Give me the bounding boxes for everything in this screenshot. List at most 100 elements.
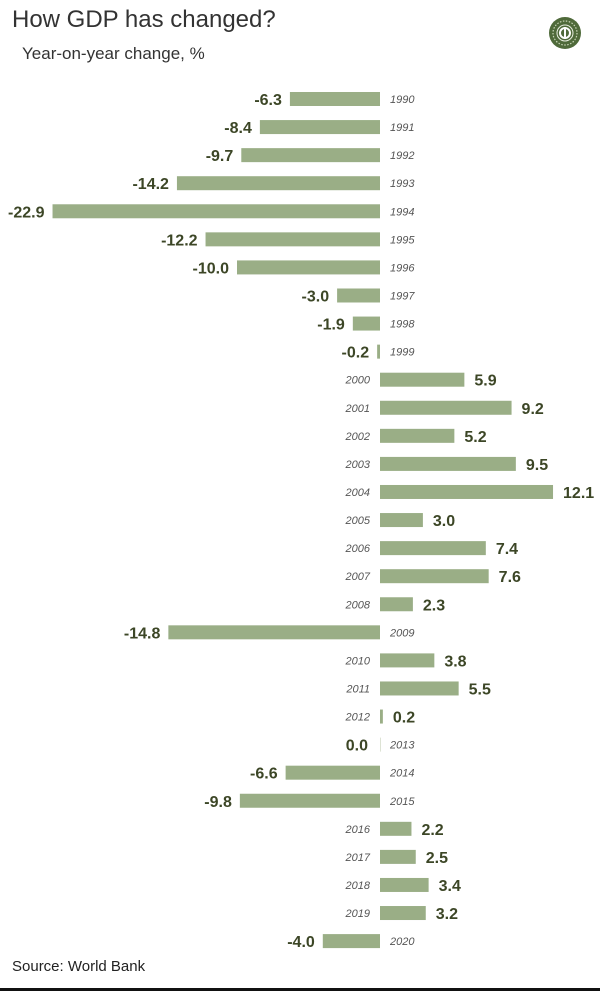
bar-2013 <box>380 737 381 752</box>
year-label: 2002 <box>345 431 370 443</box>
value-label: 0.0 <box>346 738 368 755</box>
year-label: 2001 <box>345 403 370 415</box>
value-label: 3.0 <box>433 513 455 530</box>
bar-1996 <box>237 260 380 275</box>
year-label: 1995 <box>390 234 415 246</box>
year-label: 2018 <box>345 880 371 892</box>
bar-2003 <box>380 456 516 471</box>
value-label: 7.6 <box>499 569 521 586</box>
value-label: -12.2 <box>161 232 198 249</box>
value-label: 3.2 <box>436 906 458 923</box>
bottom-border <box>0 988 600 991</box>
bar-2002 <box>380 428 455 443</box>
bar-2011 <box>380 681 459 696</box>
value-label: 2.5 <box>426 850 448 867</box>
bar-2015 <box>239 793 380 808</box>
bar-2007 <box>380 569 489 584</box>
year-label: 2015 <box>389 796 415 808</box>
year-label: 2013 <box>389 740 415 752</box>
year-label: 2019 <box>345 908 370 920</box>
year-label: 2012 <box>345 712 370 724</box>
bar-2008 <box>380 597 413 612</box>
bar-1998 <box>352 316 380 331</box>
bar-1997 <box>337 288 380 303</box>
bar-1991 <box>259 120 380 135</box>
year-label: 2011 <box>345 683 370 695</box>
bar-2017 <box>380 849 416 864</box>
value-label: -14.2 <box>132 176 169 193</box>
value-label: -6.6 <box>250 766 278 783</box>
value-label: 2.2 <box>421 822 443 839</box>
year-label: 2014 <box>389 768 414 780</box>
bar-1995 <box>205 232 380 247</box>
year-label: 1997 <box>390 290 415 302</box>
year-label: 1992 <box>390 150 414 162</box>
year-label: 2010 <box>345 655 371 667</box>
year-label: 1993 <box>390 178 415 190</box>
value-label: 5.9 <box>474 373 496 390</box>
value-label: -9.8 <box>204 794 232 811</box>
value-label: 5.2 <box>464 429 486 446</box>
year-label: 2016 <box>345 824 371 836</box>
bar-2014 <box>285 765 380 780</box>
source-note: Source: World Bank <box>12 958 146 975</box>
value-label: 5.5 <box>469 681 491 698</box>
value-label: 3.8 <box>444 653 466 670</box>
bar-2006 <box>380 541 486 556</box>
year-label: 1990 <box>390 94 415 106</box>
year-label: 2020 <box>389 936 415 948</box>
bar-2020 <box>322 934 380 949</box>
year-label: 1999 <box>390 347 414 359</box>
bar-1993 <box>176 176 380 191</box>
value-label: -22.9 <box>8 204 45 221</box>
year-label: 1994 <box>390 206 414 218</box>
value-label: -0.2 <box>342 345 370 362</box>
year-label: 2007 <box>345 571 371 583</box>
value-label: -10.0 <box>193 260 230 277</box>
value-label: -6.3 <box>254 92 282 109</box>
bar-2010 <box>380 653 435 668</box>
bar-2000 <box>380 372 465 387</box>
year-label: 2005 <box>345 515 371 527</box>
value-label: -1.9 <box>317 317 345 334</box>
value-label: 9.5 <box>526 457 548 474</box>
year-label: 1991 <box>390 122 414 134</box>
bar-2005 <box>380 513 423 528</box>
value-label: 9.2 <box>522 401 544 418</box>
bar-2001 <box>380 400 512 415</box>
value-label: -9.7 <box>206 148 234 165</box>
year-label: 1996 <box>390 262 415 274</box>
value-label: -8.4 <box>224 120 252 137</box>
value-label: 2.3 <box>423 597 445 614</box>
value-label: 12.1 <box>563 485 594 502</box>
bar-1992 <box>241 148 380 163</box>
bar-2016 <box>380 821 412 836</box>
bar-1994 <box>52 204 380 219</box>
year-label: 2009 <box>389 627 414 639</box>
year-label: 2003 <box>345 459 371 471</box>
year-label: 2017 <box>345 852 371 864</box>
bar-2004 <box>380 484 554 499</box>
bar-2019 <box>380 906 426 921</box>
bar-2012 <box>380 709 383 724</box>
brand-logo-icon <box>549 17 581 49</box>
year-label: 2000 <box>345 375 371 387</box>
year-label: 2004 <box>345 487 370 499</box>
year-label: 1998 <box>390 319 415 331</box>
chart-title: How GDP has changed? <box>12 6 276 33</box>
bar-2018 <box>380 877 429 892</box>
year-label: 2008 <box>345 599 371 611</box>
year-label: 2006 <box>345 543 371 555</box>
value-label: -3.0 <box>302 288 330 305</box>
value-label: 7.4 <box>496 541 518 558</box>
value-label: -4.0 <box>287 934 315 951</box>
bar-2009 <box>168 625 380 640</box>
bar-1990 <box>289 92 380 106</box>
bar-1999 <box>377 344 380 359</box>
value-label: 3.4 <box>439 878 461 895</box>
value-label: -14.8 <box>124 625 161 642</box>
chart-subtitle: Year-on-year change, % <box>22 44 205 63</box>
value-label: 0.2 <box>393 710 415 727</box>
